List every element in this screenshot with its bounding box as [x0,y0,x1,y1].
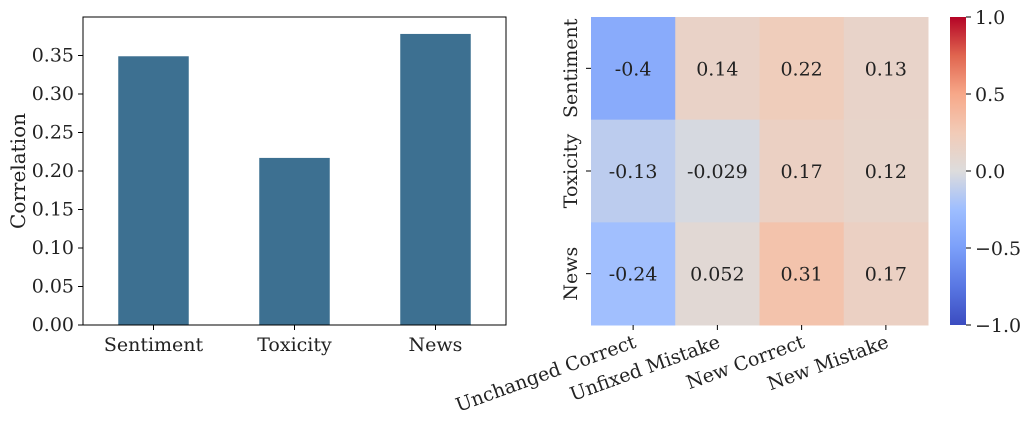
heatmap-cell-value: -0.4 [615,58,652,80]
heatmap-cell [843,17,929,121]
colorbar-tick-label: −1.0 [975,315,1021,337]
heatmap-cell-value: 0.14 [696,58,738,80]
heatmap-row-label: News [560,247,582,301]
heatmap-cell-value: 0.17 [865,264,907,286]
heatmap-cell [591,119,676,223]
bar-y-axis-label: Correlation [6,113,30,229]
bar [118,56,189,326]
bar-y-tick-label: 0.25 [32,122,74,144]
heatmap-cell-value: -0.13 [609,161,658,183]
bar-x-axis: Sentiment Toxicity News [104,325,463,356]
heatmap-cell-value: 0.22 [780,58,822,80]
bar-y-tick-label: 0.30 [32,83,74,105]
heatmap-cells: -0.4 0.14 0.22 0.13 -0.13 -0.029 0.17 0.12 -0.24… [591,17,929,326]
heatmap-cell [843,119,929,223]
colorbar-tick-label: −0.5 [975,238,1021,260]
heatmap-row-label: Toxicity [560,133,582,208]
bar-y-tick-label: 0.05 [32,276,74,298]
heatmap-y-axis: Sentiment Toxicity News [560,18,591,301]
bar-chart: 0.00 0.05 0.10 0.15 0.20 0.25 0.30 0.35 Sentime… [6,16,507,356]
bar-y-tick-label: 0.35 [32,45,74,67]
colorbar-axis: 1.0 0.5 0.0 −0.5 −1.0 [966,7,1021,337]
heatmap-cell-value: 0.13 [865,58,907,80]
heatmap-cell [843,222,929,326]
colorbar-tick-label: 0.0 [975,161,1005,183]
bar-y-axis: 0.00 0.05 0.10 0.15 0.20 0.25 0.30 0.35 [32,45,83,336]
bar-x-tick-label: Sentiment [104,334,204,356]
bar-y-tick-label: 0.00 [32,314,74,336]
heatmap-cell [675,222,760,326]
heatmap-cell-value: -0.029 [687,161,748,183]
heatmap-chart: -0.4 0.14 0.22 0.13 -0.13 -0.029 0.17 0.12 -0.24… [453,17,929,417]
heatmap-cell [675,119,760,223]
bar-y-tick-label: 0.10 [32,237,74,259]
heatmap-cell [675,17,760,121]
colorbar-gradient [950,17,966,325]
heatmap-cell [759,119,845,223]
heatmap-cell-value: 0.31 [780,264,822,286]
bar [400,33,471,325]
heatmap-cell [591,222,676,326]
heatmap-cell-value: 0.052 [690,264,744,286]
bar-series [118,33,471,326]
heatmap-cell-value: 0.12 [865,161,907,183]
heatmap-row-label: Sentiment [560,18,582,118]
heatmap-cell [759,17,845,121]
colorbar-tick-label: 1.0 [975,7,1005,29]
bar-x-tick-label: News [409,334,463,356]
colorbar-tick-label: 0.5 [975,84,1005,106]
colorbar: 1.0 0.5 0.0 −0.5 −1.0 [950,7,1021,337]
bar-x-tick-label: Toxicity [257,334,332,356]
heatmap-cell [591,17,676,121]
bar [259,157,330,325]
heatmap-cell [759,222,845,326]
heatmap-cell-value: -0.24 [609,264,658,286]
heatmap-cell-value: 0.17 [780,161,822,183]
bar-y-tick-label: 0.15 [32,199,74,221]
bar-y-tick-label: 0.20 [32,160,74,182]
